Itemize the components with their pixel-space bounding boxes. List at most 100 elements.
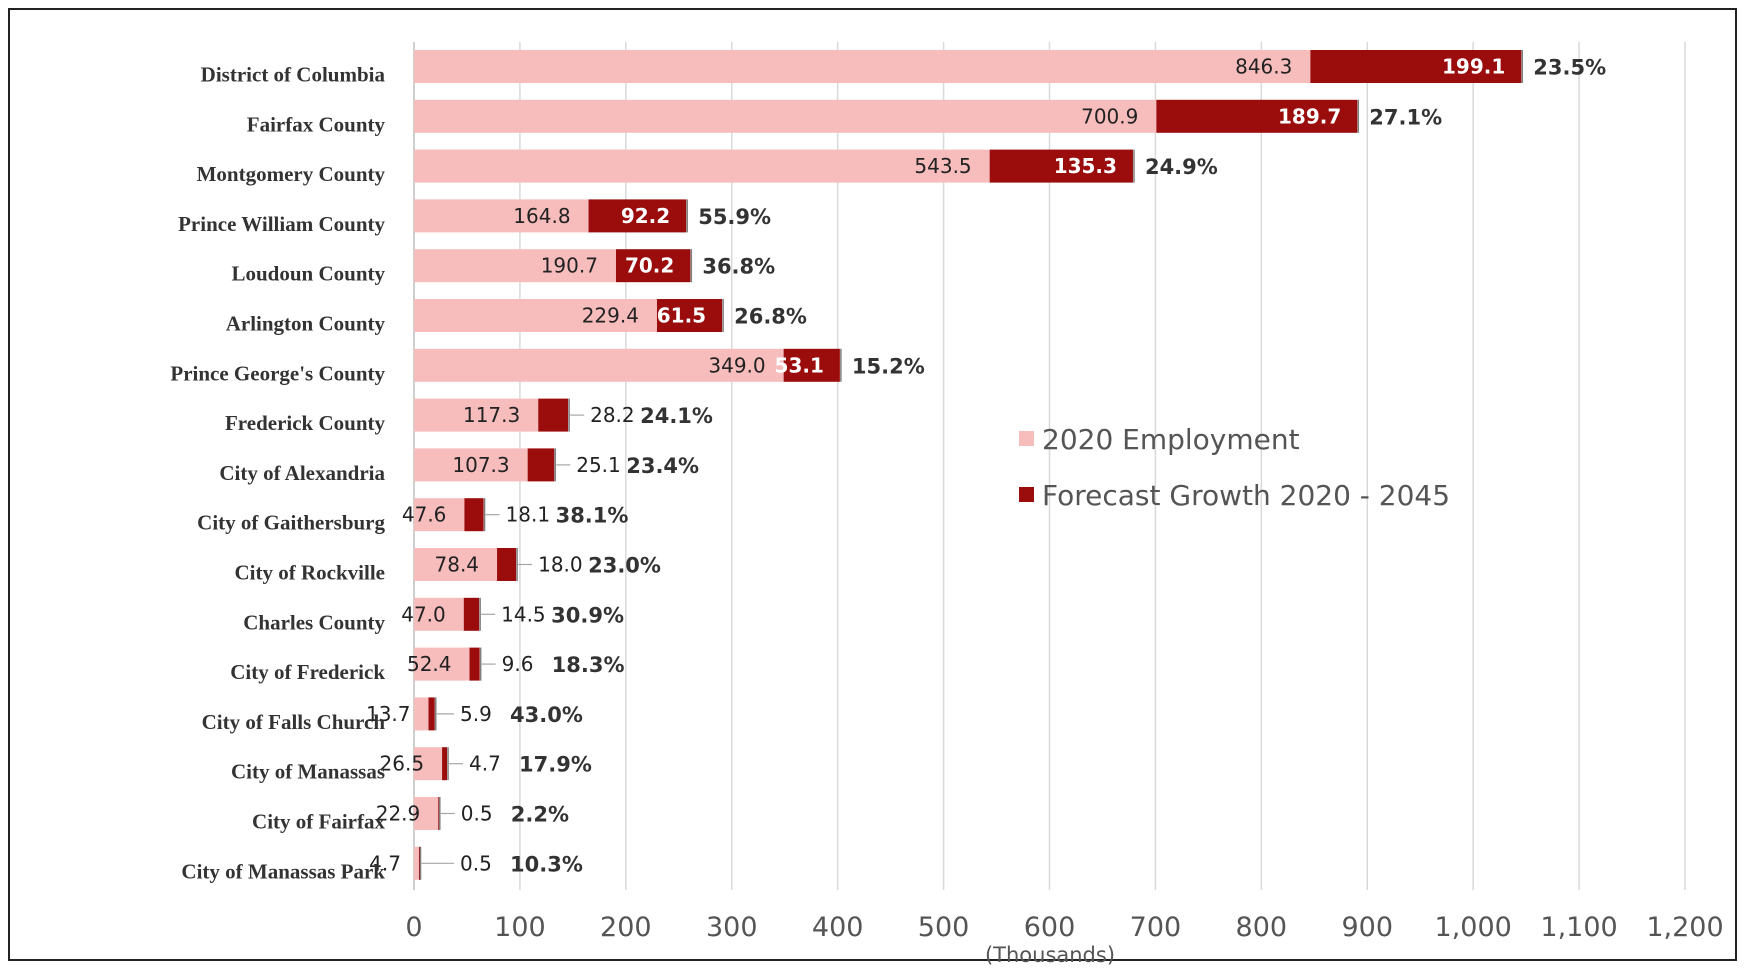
percent-growth-label: 30.9%	[551, 603, 624, 627]
bar-forecast-growth	[418, 846, 421, 880]
value-label-forecast-growth: 189.7	[1278, 104, 1341, 128]
category-label: City of Rockville	[235, 561, 385, 585]
x-tick-label: 700	[1130, 912, 1182, 943]
bar-forecast-growth	[469, 647, 480, 681]
bar-2020-employment	[414, 398, 539, 432]
legend: 2020 Employment Forecast Growth 2020 - 2…	[1019, 423, 1450, 512]
x-tick-label: 0	[405, 912, 422, 943]
bar-2020-employment	[414, 647, 470, 681]
category-label: City of Falls Church	[202, 710, 386, 734]
value-label-forecast-growth: 18.0	[538, 553, 583, 577]
bar-forecast-growth	[438, 797, 440, 830]
bar-2020-employment	[414, 149, 990, 183]
bar-forecast-growth	[989, 149, 1133, 183]
percent-growth-label: 55.9%	[698, 205, 771, 229]
percent-growth-label: 17.9%	[519, 753, 592, 777]
value-label-2020-employment: 190.7	[541, 254, 598, 278]
bar-forecast-growth	[527, 448, 555, 482]
value-label-2020-employment: 229.4	[582, 304, 639, 328]
value-label-forecast-growth: 199.1	[1442, 55, 1505, 79]
x-tick-label: 600	[1024, 912, 1076, 943]
value-label-forecast-growth: 61.5	[657, 304, 706, 328]
value-label-forecast-growth: 70.2	[625, 254, 674, 278]
percent-growth-label: 43.0%	[510, 703, 583, 727]
bar-forecast-growth	[656, 299, 723, 332]
value-label-2020-employment: 22.9	[376, 802, 421, 826]
bar-forecast-growth	[1310, 50, 1522, 83]
category-label: City of Alexandria	[219, 461, 385, 485]
bar-2020-employment	[414, 797, 439, 830]
bar-forecast-growth	[615, 249, 691, 283]
category-label: Frederick County	[225, 411, 386, 435]
percent-growth-label: 2.2%	[511, 803, 569, 827]
percent-growth-label: 18.3%	[552, 653, 625, 677]
x-tick-label: 500	[918, 912, 970, 943]
bar-2020-employment	[414, 597, 464, 631]
category-label: City of Manassas Park	[181, 859, 385, 883]
bar-2020-employment	[414, 448, 528, 482]
value-label-2020-employment: 26.5	[380, 752, 425, 776]
bar-forecast-growth	[463, 597, 480, 631]
value-label-forecast-growth: 9.6	[502, 652, 534, 676]
legend-label-2020-employment: 2020 Employment	[1042, 423, 1300, 456]
bars: 846.3 199.1 23.5% 700.9 189.7 27.1% 543.5 135.3…	[366, 50, 1606, 880]
value-label-forecast-growth: 53.1	[775, 353, 824, 377]
x-tick-label: 1,100	[1540, 912, 1617, 943]
category-label: City of Fairfax	[252, 810, 385, 834]
percent-growth-label: 27.1%	[1369, 105, 1442, 129]
value-label-2020-employment: 107.3	[452, 453, 509, 477]
category-label: City of Manassas	[231, 760, 385, 784]
value-label-forecast-growth: 5.9	[460, 702, 492, 726]
x-axis-unit-label: (Thousands)	[985, 943, 1115, 967]
percent-growth-label: 23.4%	[626, 454, 699, 478]
bar-forecast-growth	[783, 348, 840, 382]
x-tick-label: 300	[706, 912, 758, 943]
value-label-2020-employment: 13.7	[366, 702, 411, 726]
value-label-2020-employment: 52.4	[407, 652, 452, 676]
value-label-forecast-growth: 0.5	[461, 802, 493, 826]
bar-2020-employment	[414, 498, 465, 532]
value-label-forecast-growth: 92.2	[621, 204, 670, 228]
value-label-2020-employment: 47.0	[401, 602, 446, 626]
x-tick-label: 900	[1341, 912, 1393, 943]
value-label-2020-employment: 47.6	[402, 503, 447, 527]
category-label: Prince William County	[178, 212, 385, 236]
x-tick-label: 1,000	[1435, 912, 1512, 943]
percent-growth-label: 23.5%	[1533, 56, 1606, 80]
value-label-forecast-growth: 14.5	[501, 602, 546, 626]
value-label-2020-employment: 543.5	[914, 154, 971, 178]
value-label-2020-employment: 349.0	[708, 353, 765, 377]
legend-label-forecast-growth: Forecast Growth 2020 - 2045	[1042, 479, 1450, 512]
value-label-2020-employment: 700.9	[1081, 104, 1138, 128]
x-tick-label: 1,200	[1646, 912, 1723, 943]
value-label-forecast-growth: 4.7	[469, 752, 501, 776]
value-label-2020-employment: 4.7	[369, 851, 401, 875]
x-tick-label: 400	[812, 912, 864, 943]
category-label: City of Frederick	[230, 660, 385, 684]
bar-2020-employment	[414, 249, 616, 283]
percent-growth-label: 15.2%	[852, 354, 925, 378]
bar-2020-employment	[414, 299, 657, 332]
bar-2020-employment	[414, 199, 589, 233]
bar-2020-employment	[414, 747, 443, 781]
category-label: District of Columbia	[201, 63, 386, 87]
bar-forecast-growth	[428, 697, 435, 731]
category-label: Loudoun County	[232, 262, 386, 286]
value-label-2020-employment: 846.3	[1235, 55, 1292, 79]
bar-forecast-growth	[497, 548, 517, 581]
category-label: Prince George's County	[170, 361, 385, 385]
bar-2020-employment	[414, 846, 419, 880]
percent-growth-label: 24.9%	[1145, 155, 1218, 179]
percent-growth-label: 36.8%	[702, 255, 775, 279]
bar-forecast-growth	[442, 747, 448, 781]
bar-2020-employment	[414, 50, 1311, 83]
value-label-2020-employment: 117.3	[463, 403, 520, 427]
bar-2020-employment	[414, 348, 784, 382]
x-tick-label: 200	[600, 912, 652, 943]
percent-growth-label: 38.1%	[556, 504, 629, 528]
percent-growth-label: 10.3%	[510, 852, 583, 876]
value-label-forecast-growth: 25.1	[576, 453, 621, 477]
bar-2020-employment	[414, 548, 498, 581]
x-tick-label: 100	[494, 912, 546, 943]
